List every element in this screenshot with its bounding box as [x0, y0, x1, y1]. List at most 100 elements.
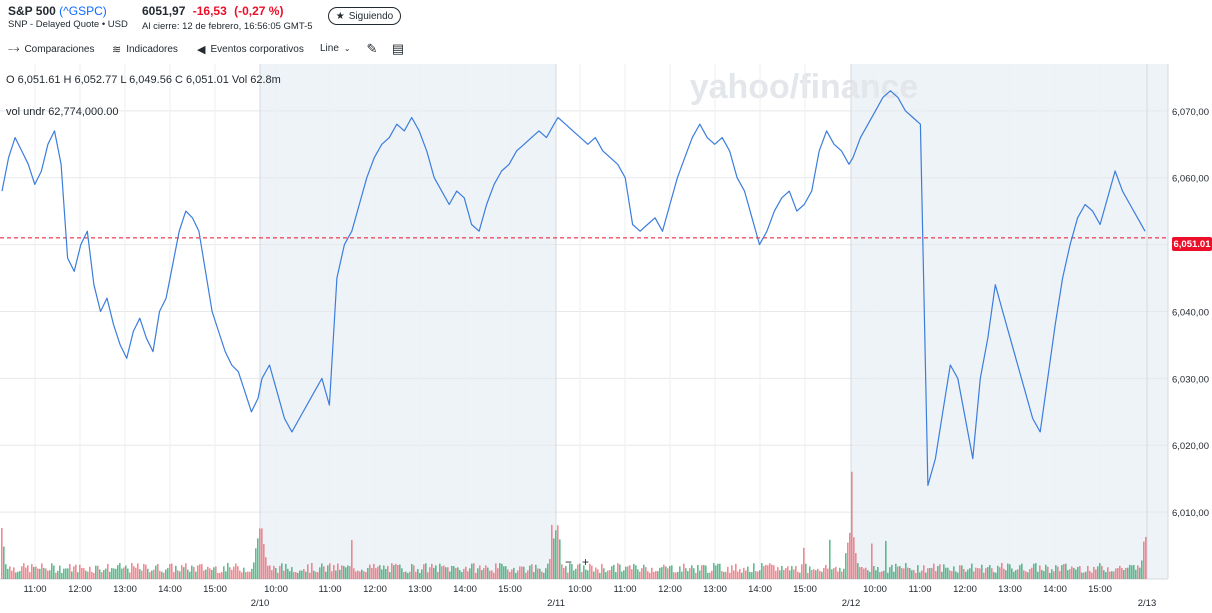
- zoom-in-button[interactable]: +: [582, 555, 590, 569]
- volume-bar: [315, 571, 317, 579]
- volume-bar: [527, 570, 529, 579]
- volume-bar: [823, 567, 825, 579]
- settings-button[interactable]: ▤: [390, 41, 406, 57]
- volume-bar: [833, 568, 835, 579]
- volume-bar: [521, 566, 523, 579]
- volume-bar: [51, 563, 53, 579]
- volume-bar: [629, 565, 631, 579]
- volume-bar: [869, 571, 871, 579]
- volume-bar: [265, 557, 267, 579]
- volume-bar: [845, 553, 847, 579]
- volume-bar: [1027, 572, 1029, 579]
- volume-bar: [213, 567, 215, 579]
- volume-bar: [939, 564, 941, 579]
- ticker-symbol[interactable]: (^GSPC): [59, 4, 107, 18]
- volume-bar: [411, 563, 413, 579]
- star-icon: ★: [335, 10, 345, 22]
- volume-bar: [41, 563, 43, 579]
- volume-bar: [525, 572, 527, 579]
- volume-bar: [351, 540, 353, 579]
- volume-bar: [379, 565, 381, 579]
- volume-bar: [215, 566, 217, 579]
- volume-bar: [509, 571, 511, 579]
- volume-bar: [425, 563, 427, 579]
- volume-bar: [865, 567, 867, 579]
- volume-bar: [231, 569, 233, 579]
- volume-bar: [777, 567, 779, 579]
- volume-bar: [1123, 570, 1125, 579]
- volume-bar: [573, 570, 575, 579]
- volume-bar: [675, 572, 677, 579]
- volume-bar: [947, 567, 949, 579]
- volume-bar: [407, 572, 409, 579]
- x-tick-label: 15:00: [793, 584, 817, 595]
- volume-bar: [483, 568, 485, 579]
- volume-bar: [439, 563, 441, 579]
- volume-bar: [899, 566, 901, 579]
- volume-bar: [575, 568, 577, 579]
- volume-bar: [435, 565, 437, 579]
- volume-bar: [1075, 569, 1077, 579]
- zoom-out-button[interactable]: −: [565, 555, 573, 569]
- volume-bar: [795, 566, 797, 579]
- volume-bar: [39, 568, 41, 579]
- indicators-button[interactable]: ≋ Indicadores: [112, 43, 178, 56]
- volume-bar: [693, 568, 695, 579]
- volume-bar: [15, 572, 17, 579]
- volume-bar: [47, 570, 49, 579]
- y-tick-label: 6,070,00: [1172, 107, 1209, 118]
- volume-bar: [935, 571, 937, 579]
- volume-bar: [251, 568, 253, 579]
- indicators-label: Indicadores: [126, 44, 178, 55]
- volume-bar: [1141, 560, 1143, 579]
- volume-bar: [941, 571, 943, 579]
- volume-bar: [283, 570, 285, 579]
- volume-bar: [729, 572, 731, 579]
- volume-bar: [799, 572, 801, 579]
- volume-bar: [247, 571, 249, 579]
- volume-bar: [673, 572, 675, 579]
- volume-bar: [931, 567, 933, 579]
- volume-bar: [389, 572, 391, 579]
- volume-bar: [657, 571, 659, 579]
- chart-svg[interactable]: yahoo/finance6,070,006,060,006,050,006,0…: [0, 64, 1212, 613]
- volume-bar: [115, 568, 117, 579]
- volume-bar: [63, 568, 65, 579]
- volume-bar: [561, 564, 563, 579]
- volume-bar: [637, 569, 639, 579]
- volume-bar: [1033, 563, 1035, 579]
- volume-bar: [699, 570, 701, 579]
- volume-bar: [399, 564, 401, 579]
- volume-bar: [319, 567, 321, 579]
- volume-bar: [151, 570, 153, 579]
- volume-bar: [787, 566, 789, 579]
- volume-bar: [757, 571, 759, 579]
- volume-bar: [233, 566, 235, 579]
- price-chart[interactable]: yahoo/finance6,070,006,060,006,050,006,0…: [0, 64, 1212, 613]
- x-tick-label: 14:00: [453, 584, 477, 595]
- volume-bar: [655, 571, 657, 579]
- events-button[interactable]: ◀ Eventos corporativos: [197, 43, 304, 56]
- x-tick-label: 12:00: [953, 584, 977, 595]
- volume-bar: [685, 568, 687, 579]
- follow-button[interactable]: ★ Siguiendo: [328, 7, 401, 25]
- volume-bar: [1105, 572, 1107, 579]
- volume-bar: [919, 572, 921, 579]
- chart-type-select[interactable]: Line ⌄: [320, 43, 351, 54]
- compare-button[interactable]: ⤍ Comparaciones: [8, 43, 95, 56]
- volume-bar: [595, 567, 597, 579]
- volume-bar: [205, 569, 207, 579]
- draw-button[interactable]: ✎: [364, 41, 380, 57]
- volume-bar: [359, 571, 361, 579]
- volume-bar: [897, 566, 899, 579]
- day-label: 2/11: [547, 598, 565, 609]
- volume-bar: [769, 563, 771, 579]
- volume-bar: [237, 566, 239, 579]
- volume-bar: [395, 563, 397, 579]
- x-tick-label: 10:00: [264, 584, 288, 595]
- volume-bar: [465, 566, 467, 579]
- volume-bar: [497, 568, 499, 579]
- ohlc-readout: O 6,051.61 H 6,052.77 L 6,049.56 C 6,051…: [6, 74, 281, 86]
- volume-bar: [117, 565, 119, 579]
- volume-bar: [733, 570, 735, 579]
